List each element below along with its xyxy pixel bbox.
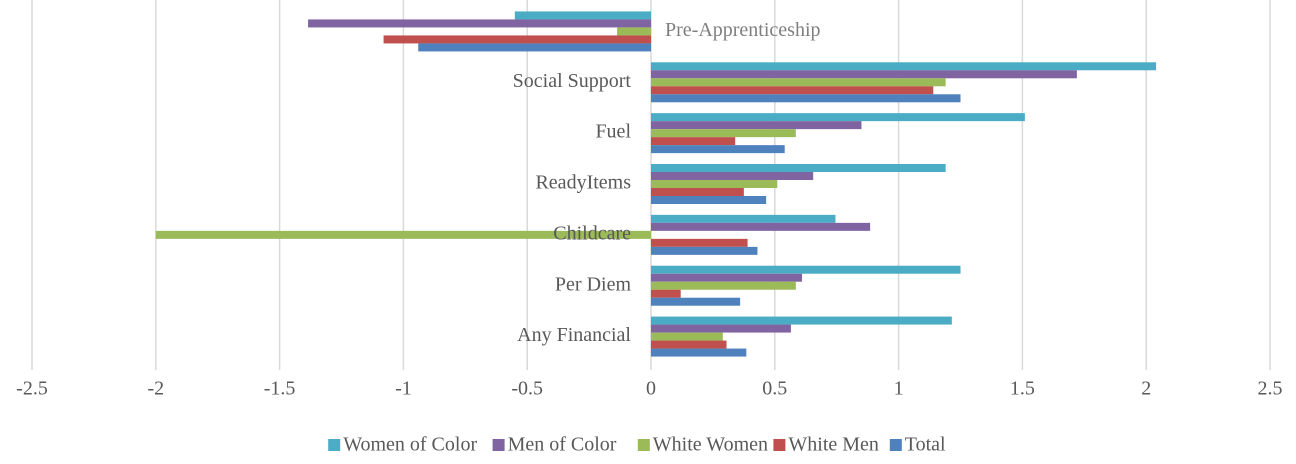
bar <box>651 289 681 298</box>
category-label: Childcare <box>553 222 631 244</box>
bar <box>155 230 652 239</box>
legend-label: White Men <box>788 434 879 456</box>
bar <box>651 222 871 231</box>
bar <box>651 113 1025 122</box>
bar <box>651 145 785 154</box>
legend-swatch <box>637 439 650 451</box>
bar <box>651 281 796 290</box>
legend-label: Total <box>905 434 946 456</box>
x-tick-label: -1.5 <box>264 378 296 400</box>
bar <box>651 273 803 282</box>
legend-label: White Women <box>653 434 768 456</box>
bar <box>651 316 952 325</box>
bar <box>651 340 727 349</box>
bar <box>651 196 767 204</box>
bar <box>651 94 961 103</box>
bar <box>651 70 1077 79</box>
bar <box>651 332 723 341</box>
legend-swatch <box>773 439 786 451</box>
bar <box>383 35 651 44</box>
category-label: Fuel <box>595 121 631 143</box>
legend-swatch <box>492 439 505 451</box>
bar <box>651 246 758 255</box>
bar <box>651 324 791 333</box>
x-tick-label: 2 <box>1141 378 1151 400</box>
bar <box>418 43 651 52</box>
category-label: Pre-Apprenticeship <box>665 19 821 41</box>
x-tick-label: 2.5 <box>1258 378 1283 400</box>
category-label: ReadyItems <box>535 172 631 194</box>
bar <box>514 11 651 20</box>
x-tick-label: -1 <box>395 378 412 400</box>
bar <box>651 297 741 306</box>
x-tick-label: -2 <box>147 378 164 400</box>
x-tick-label: -0.5 <box>511 378 543 400</box>
bar <box>651 164 946 172</box>
category-label: Per Diem <box>555 273 632 295</box>
bar <box>651 180 778 188</box>
bar <box>651 86 934 95</box>
bar <box>651 265 961 274</box>
bar <box>651 78 946 87</box>
x-tick-label: 0 <box>646 378 656 400</box>
legend-swatch <box>328 439 341 451</box>
legend-swatch <box>889 439 902 451</box>
bar <box>651 172 814 180</box>
x-tick-label: 1.5 <box>1010 378 1035 400</box>
bar <box>651 348 747 357</box>
bar <box>651 188 744 196</box>
bar <box>651 129 796 138</box>
bar <box>651 62 1157 71</box>
bar <box>651 121 862 130</box>
bar <box>651 214 836 223</box>
legend-label: Women of Color <box>343 434 477 456</box>
x-tick-label: 1 <box>894 378 904 400</box>
bar <box>651 238 748 247</box>
category-label: Any Financial <box>517 324 631 346</box>
category-label: Social Support <box>513 70 632 92</box>
legend-label: Men of Color <box>508 434 617 456</box>
x-tick-label: -2.5 <box>16 378 48 400</box>
bar <box>617 27 651 36</box>
bar <box>308 19 651 28</box>
bar <box>651 137 736 146</box>
x-tick-label: 0.5 <box>762 378 787 400</box>
